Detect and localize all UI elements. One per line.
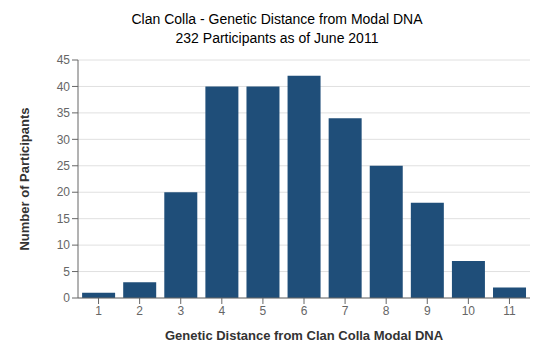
svg-text:5: 5 [63,265,70,279]
svg-text:4: 4 [218,304,225,318]
svg-text:5: 5 [260,304,267,318]
svg-text:25: 25 [57,159,71,173]
svg-text:8: 8 [383,304,390,318]
html-text:232 Participants as of June 20: 232 Participants as of June 2011 [175,30,379,46]
svg-text:1: 1 [95,304,102,318]
svg-text:30: 30 [57,133,71,147]
html-text:Clan Colla - Genetic Distance: Clan Colla - Genetic Distance from Modal… [131,11,423,27]
svg-text:6: 6 [301,304,308,318]
svg-text:40: 40 [57,80,71,94]
svg-text:15: 15 [57,212,71,226]
svg-text:9: 9 [424,304,431,318]
svg-text:35: 35 [57,106,71,120]
svg-text:11: 11 [503,304,516,318]
svg-text:Number of Participants: Number of Participants [17,107,32,250]
svg-text:10: 10 [57,238,71,252]
svg-text:3: 3 [177,304,184,318]
svg-text:10: 10 [462,304,476,318]
svg-text:2: 2 [136,304,143,318]
svg-text:45: 45 [57,53,71,67]
svg-text:Genetic Distance from Clan Col: Genetic Distance from Clan Colla Modal D… [165,328,444,343]
svg-text:20: 20 [57,185,71,199]
svg-text:0: 0 [63,291,70,305]
svg-text:7: 7 [342,304,349,318]
